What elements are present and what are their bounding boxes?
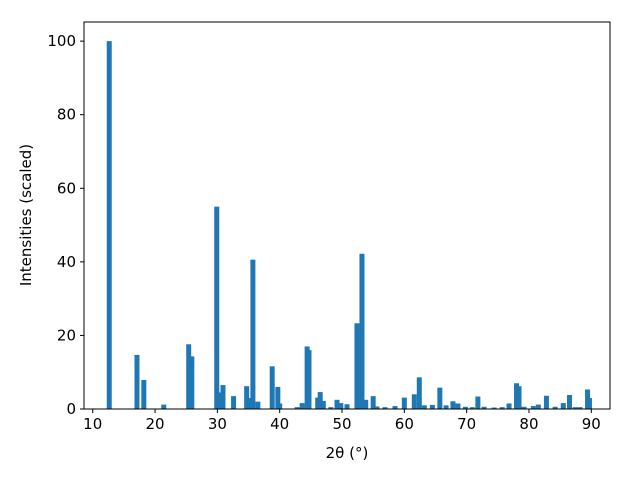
bar (363, 399, 369, 409)
x-tick-label: 70 (457, 415, 476, 433)
bar (247, 397, 253, 409)
x-tick-label: 40 (270, 415, 289, 433)
bar (491, 407, 497, 409)
bar (141, 379, 147, 409)
bar (535, 404, 541, 409)
bar (421, 405, 427, 409)
y-tick-label: 100 (47, 32, 76, 50)
bar (344, 404, 350, 409)
bar (359, 253, 365, 409)
y-tick-label: 0 (66, 400, 76, 418)
x-tick-label: 50 (332, 415, 351, 433)
bar (354, 323, 360, 409)
bar (277, 403, 283, 409)
bar (572, 407, 578, 409)
bar (481, 406, 487, 409)
bar (382, 407, 388, 409)
x-tick-label: 90 (582, 415, 601, 433)
bar (161, 404, 167, 409)
bar (306, 350, 312, 409)
bar (443, 405, 449, 409)
bar (328, 407, 334, 409)
bar (560, 403, 566, 409)
bar (469, 407, 475, 409)
bar (370, 396, 376, 409)
bar (475, 396, 481, 409)
bar (134, 354, 140, 409)
x-tick-label: 20 (146, 415, 165, 433)
bar (437, 387, 443, 409)
bar (521, 406, 527, 409)
bar (106, 41, 112, 410)
bar (530, 406, 536, 409)
plot-frame (83, 21, 611, 410)
x-tick-label: 60 (395, 415, 414, 433)
bar (217, 392, 223, 409)
bar (499, 407, 505, 409)
bar (338, 403, 344, 409)
y-tick-label: 80 (57, 106, 76, 124)
bar (543, 395, 549, 409)
bar (577, 407, 583, 409)
x-tick-label: 30 (208, 415, 227, 433)
bar (294, 407, 300, 409)
x-axis-label: 2θ (°) (326, 444, 369, 462)
bar (566, 395, 572, 409)
bar (299, 403, 305, 409)
bar (269, 366, 275, 409)
bar (586, 397, 592, 409)
bar (516, 386, 522, 409)
bar (411, 394, 417, 409)
y-tick-label: 60 (57, 179, 76, 197)
bar (506, 403, 512, 409)
bar (231, 396, 237, 409)
bar (244, 386, 250, 409)
bar (317, 392, 323, 409)
x-tick-label: 10 (83, 415, 102, 433)
y-tick-label: 20 (57, 326, 76, 344)
bar (189, 356, 195, 409)
bar (374, 406, 380, 409)
x-tick-label: 80 (519, 415, 538, 433)
bar (250, 259, 256, 409)
bar (416, 377, 422, 409)
bar (401, 397, 407, 409)
bar (462, 406, 468, 409)
bar (455, 403, 461, 409)
bar (552, 406, 558, 409)
bar (320, 400, 326, 409)
bar (255, 401, 261, 409)
bar (392, 406, 398, 409)
bar (334, 399, 340, 409)
bar (429, 404, 435, 409)
y-axis-label: Intensities (scaled) (17, 144, 35, 286)
bar (450, 401, 456, 409)
bar (275, 386, 281, 409)
bar (186, 344, 192, 409)
y-tick-label: 40 (57, 253, 76, 271)
bar (214, 206, 220, 409)
bar (220, 385, 226, 409)
